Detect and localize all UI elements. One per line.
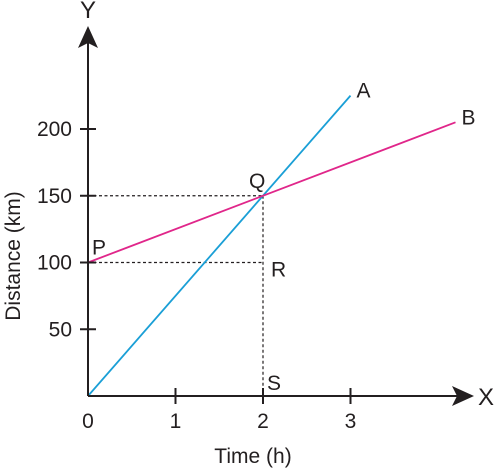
- series-label-A: A: [357, 80, 371, 103]
- guide-lines: [88, 195, 264, 396]
- origin-label: 0: [82, 410, 94, 433]
- point-label-R: R: [271, 259, 286, 282]
- axis-ticks: 0 1 2 3 50 100 150 200: [37, 118, 356, 433]
- x-tick-label-1: 1: [170, 410, 182, 433]
- x-tick-label-3: 3: [345, 410, 357, 433]
- point-label-S: S: [267, 372, 281, 395]
- y-tick-label-100: 100: [37, 252, 72, 275]
- y-axis-arrowhead: [78, 26, 98, 48]
- y-axis-title: Distance (km): [2, 191, 25, 321]
- y-axis-letter: Y: [80, 0, 96, 24]
- series-label-B: B: [462, 106, 476, 129]
- y-tick-label-150: 150: [37, 185, 72, 208]
- point-label-Q: Q: [249, 170, 265, 193]
- x-tick-label-2: 2: [257, 410, 269, 433]
- series-lines: AB: [87, 80, 476, 397]
- y-tick-label-200: 200: [37, 118, 72, 141]
- y-tick-label-50: 50: [49, 318, 72, 341]
- series-line-B: [87, 121, 456, 264]
- x-axis-title: Time (h): [214, 445, 291, 468]
- point-label-P: P: [92, 237, 106, 260]
- series-line-A: [87, 95, 352, 397]
- x-axis-arrowhead: [452, 386, 474, 406]
- axes: [78, 26, 474, 406]
- x-axis-letter: X: [478, 384, 494, 411]
